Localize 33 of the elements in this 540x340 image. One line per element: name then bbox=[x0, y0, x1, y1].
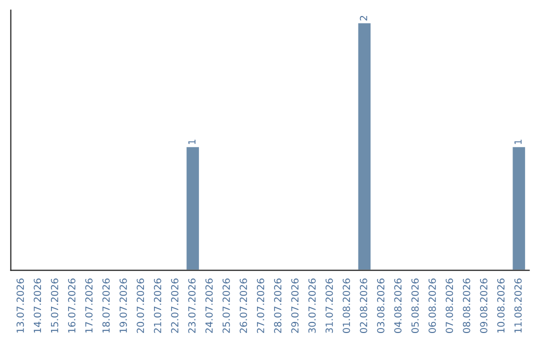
x-tick-label: 01.08.2026 bbox=[342, 278, 350, 333]
x-tick-label: 13.07.2026 bbox=[16, 278, 24, 333]
x-tick-label: 05.08.2026 bbox=[411, 278, 419, 333]
x-tick-label: 26.07.2026 bbox=[240, 278, 248, 333]
x-tick-label: 19.07.2026 bbox=[120, 278, 127, 333]
x-tick-label: 25.07.2026 bbox=[222, 278, 230, 333]
x-tick-label: 03.08.2026 bbox=[377, 278, 384, 333]
x-tick-label: 10.08.2026 bbox=[497, 278, 505, 333]
x-tick-label: 15.07.2026 bbox=[50, 278, 58, 333]
x-tick-label: 02.08.2026 bbox=[360, 278, 368, 333]
x-tick-label: 09.08.2026 bbox=[480, 278, 488, 333]
x-tick-label: 07.08.2026 bbox=[446, 278, 454, 333]
x-tick-label: 31.07.2026 bbox=[326, 278, 333, 333]
x-tick-label: 14.07.2026 bbox=[34, 278, 42, 333]
x-tick-label: 11.08.2026 bbox=[514, 278, 522, 333]
x-tick-label: 23.07.2026 bbox=[188, 278, 196, 333]
x-tick-label: 04.08.2026 bbox=[394, 278, 402, 333]
x-tick-label: 29.07.2026 bbox=[291, 278, 299, 333]
x-tick-label: 08.08.2026 bbox=[462, 278, 470, 333]
data-label: 2 bbox=[360, 16, 368, 20]
x-tick-label: 18.07.2026 bbox=[102, 278, 110, 333]
data-label: 1 bbox=[514, 140, 522, 144]
x-tick-label: 17.07.2026 bbox=[85, 278, 93, 333]
x-tick-label: 30.07.2026 bbox=[308, 278, 316, 333]
data-label: 1 bbox=[188, 140, 196, 144]
x-tick-label: 20.07.2026 bbox=[136, 278, 144, 333]
x-tick-label: 16.07.2026 bbox=[68, 278, 76, 333]
x-tick-label: 27.07.2026 bbox=[256, 278, 264, 333]
x-tick-label: 21.07.2026 bbox=[154, 278, 162, 333]
x-tick-label: 24.07.2026 bbox=[205, 278, 213, 333]
x-tick-label: 06.08.2026 bbox=[428, 278, 436, 333]
x-tick-label: 28.07.2026 bbox=[274, 278, 282, 333]
x-tick-label: 22.07.2026 bbox=[171, 278, 178, 333]
